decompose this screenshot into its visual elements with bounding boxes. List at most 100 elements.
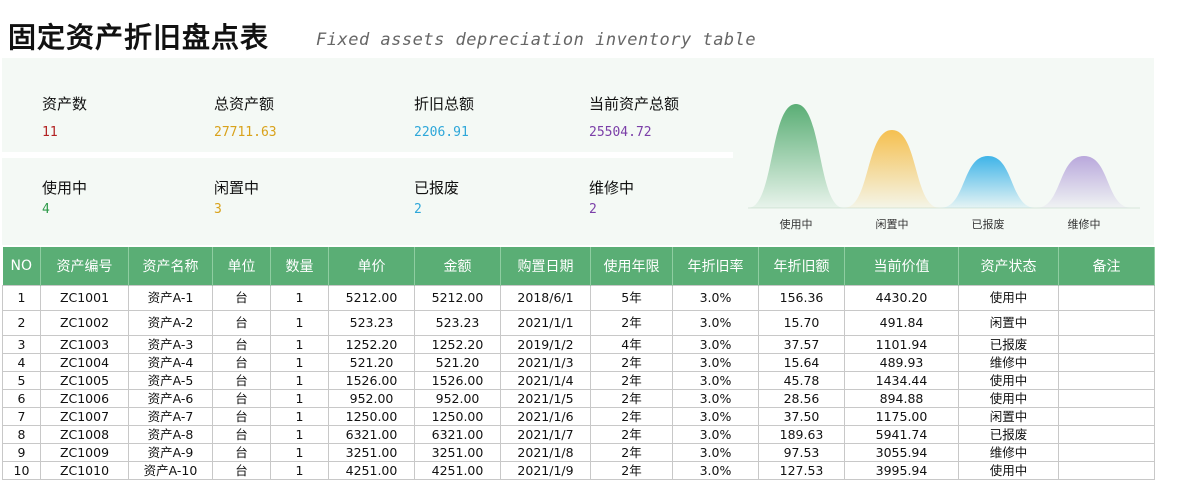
column-header: 资产状态 — [958, 247, 1059, 286]
table-cell: 台 — [212, 310, 271, 336]
area-peak-2 — [940, 156, 1036, 208]
table-cell — [1058, 285, 1155, 311]
table-cell: 2年 — [590, 443, 673, 462]
idle-label: 闲置中 — [214, 179, 260, 197]
table-cell: 45.78 — [758, 371, 845, 390]
table-cell: 2年 — [590, 389, 673, 408]
table-cell: 1 — [270, 389, 329, 408]
table-row: 3 ZC1003 资产A-3 台 1 1252.20 1252.20 2019/1/2 4年 3.… — [2, 335, 1155, 354]
table-cell: 2021/1/1 — [500, 310, 591, 336]
table-cell: ZC1003 — [40, 335, 129, 354]
summary-divider — [2, 152, 733, 158]
chart-category-label: 闲置中 — [876, 217, 909, 231]
table-cell: 资产A-1 — [128, 285, 213, 311]
area-peak-0 — [748, 104, 844, 208]
asset-table: NO 资产编号 资产名称 单位 数量 单价 金额 购置日期 使用年限 年折旧率 年折旧额 当前价值 资产… — [2, 247, 1155, 480]
table-cell: 资产A-10 — [128, 461, 213, 480]
table-cell: 2021/1/6 — [500, 407, 591, 426]
table-cell: 2年 — [590, 310, 673, 336]
table-cell: 3.0% — [672, 310, 759, 336]
column-header: 当前价值 — [844, 247, 959, 286]
table-row: 2 ZC1002 资产A-2 台 1 523.23 523.23 2021/1/1 2年 3.0%… — [2, 310, 1155, 336]
table-cell: ZC1005 — [40, 371, 129, 390]
table-cell: 台 — [212, 335, 271, 354]
table-cell: 使用中 — [958, 285, 1059, 311]
table-cell: 952.00 — [328, 389, 415, 408]
table-cell: 3251.00 — [328, 443, 415, 462]
table-cell: 5年 — [590, 285, 673, 311]
table-cell: 3055.94 — [844, 443, 959, 462]
table-cell: 2021/1/3 — [500, 353, 591, 372]
table-cell — [1058, 407, 1155, 426]
chart-category-label: 使用中 — [780, 218, 813, 231]
column-header: 资产名称 — [128, 247, 213, 286]
table-cell: 2年 — [590, 353, 673, 372]
table-cell: 资产A-3 — [128, 335, 213, 354]
table-cell: 台 — [212, 285, 271, 311]
current-assets-label: 当前资产总额 — [589, 95, 680, 113]
table-cell: 491.84 — [844, 310, 959, 336]
idle-value: 3 — [214, 202, 222, 217]
table-cell: 2年 — [590, 371, 673, 390]
table-cell: 189.63 — [758, 425, 845, 444]
table-cell: 1252.20 — [414, 335, 501, 354]
total-assets-value: 27711.63 — [214, 125, 277, 140]
table-cell: 894.88 — [844, 389, 959, 408]
table-cell: 3.0% — [672, 425, 759, 444]
table-cell — [1058, 461, 1155, 480]
table-cell: 台 — [212, 371, 271, 390]
scrapped-label: 已报废 — [414, 179, 460, 197]
table-cell: 1 — [270, 371, 329, 390]
table-cell: 已报废 — [958, 425, 1059, 444]
table-cell: 1 — [270, 443, 329, 462]
area-peak-1 — [844, 130, 940, 208]
table-cell: 6 — [2, 389, 41, 408]
table-cell — [1058, 310, 1155, 336]
table-row: 6 ZC1006 资产A-6 台 1 952.00 952.00 2021/1/5 2年 3.0%… — [2, 389, 1155, 408]
table-cell: 2021/1/4 — [500, 371, 591, 390]
table-cell: 1252.20 — [328, 335, 415, 354]
table-cell: 维修中 — [958, 353, 1059, 372]
table-cell: 37.50 — [758, 407, 845, 426]
table-cell: 3.0% — [672, 353, 759, 372]
table-cell: 资产A-8 — [128, 425, 213, 444]
table-cell: 资产A-5 — [128, 371, 213, 390]
table-cell: 2年 — [590, 425, 673, 444]
summary-panel — [2, 58, 1154, 245]
table-cell: ZC1006 — [40, 389, 129, 408]
table-cell: 1250.00 — [328, 407, 415, 426]
table-cell: 3995.94 — [844, 461, 959, 480]
table-cell: 3.0% — [672, 461, 759, 480]
table-cell: 2019/1/2 — [500, 335, 591, 354]
table-cell: 使用中 — [958, 461, 1059, 480]
table-cell: 台 — [212, 407, 271, 426]
table-cell: 4年 — [590, 335, 673, 354]
table-cell: ZC1007 — [40, 407, 129, 426]
chart-category-label: 维修中 — [1068, 217, 1101, 231]
table-cell: 维修中 — [958, 443, 1059, 462]
table-cell: 已报废 — [958, 335, 1059, 354]
table-cell: 1 — [270, 407, 329, 426]
table-row: 7 ZC1007 资产A-7 台 1 1250.00 1250.00 2021/1/6 2年 3.… — [2, 407, 1155, 426]
chart-category-label: 已报废 — [972, 217, 1005, 231]
column-header: 备注 — [1058, 247, 1155, 286]
table-cell: 闲置中 — [958, 407, 1059, 426]
table-cell: 4 — [2, 353, 41, 372]
table-cell: ZC1001 — [40, 285, 129, 311]
table-cell: 1 — [270, 353, 329, 372]
table-cell: 1101.94 — [844, 335, 959, 354]
table-cell: 台 — [212, 443, 271, 462]
table-cell: 3.0% — [672, 285, 759, 311]
table-cell: 6321.00 — [414, 425, 501, 444]
table-cell: 3.0% — [672, 335, 759, 354]
table-cell — [1058, 371, 1155, 390]
table-row: 9 ZC1009 资产A-9 台 1 3251.00 3251.00 2021/1/8 2年 3.… — [2, 443, 1155, 462]
table-cell: 2018/6/1 — [500, 285, 591, 311]
table-cell: 10 — [2, 461, 41, 480]
table-row: 5 ZC1005 资产A-5 台 1 1526.00 1526.00 2021/1/4 2年 3.… — [2, 371, 1155, 390]
table-cell: 资产A-6 — [128, 389, 213, 408]
table-cell — [1058, 353, 1155, 372]
table-cell: 5941.74 — [844, 425, 959, 444]
table-cell: ZC1009 — [40, 443, 129, 462]
table-body: 1 ZC1001 资产A-1 台 1 5212.00 5212.00 2018/6/1 5年 3.… — [2, 285, 1155, 480]
